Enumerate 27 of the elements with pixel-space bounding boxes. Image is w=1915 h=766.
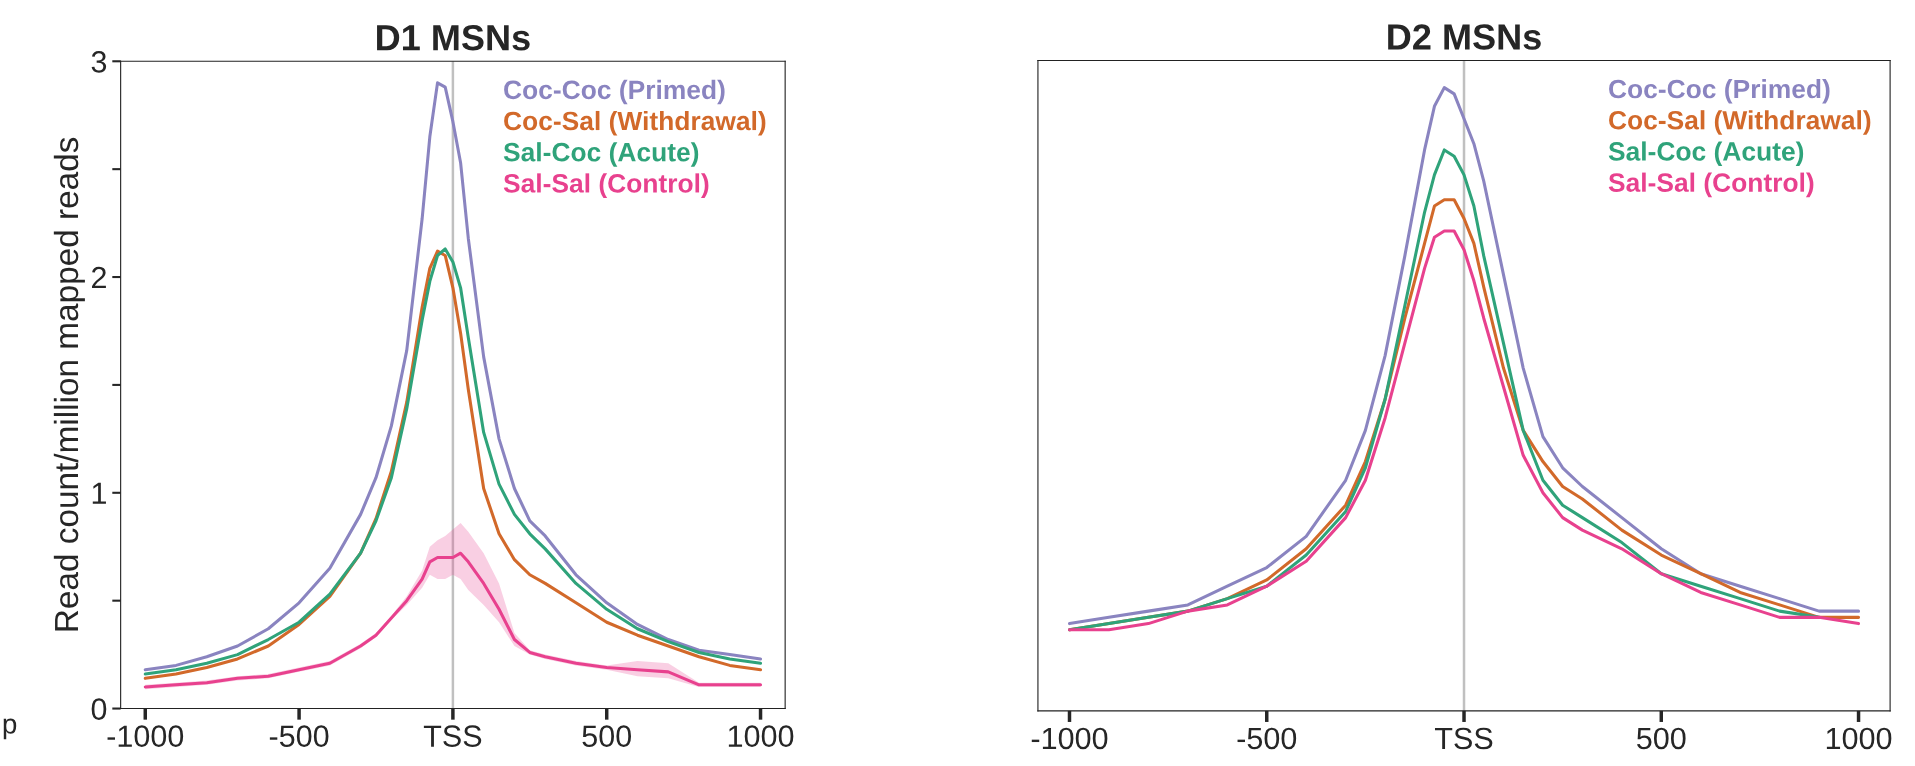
x-tick-label: 500 [1637, 727, 1686, 750]
x-tick-label: 500 [582, 725, 632, 747]
text: Sal-Coc (Acute) [503, 142, 699, 167]
text: p [3, 718, 17, 740]
text: Sal-Sal (Control) [1608, 172, 1814, 198]
text: Sal-Coc (Acute) [1608, 141, 1804, 166]
y-tick-label: 3 [91, 51, 107, 73]
y-tick-label: 2 [92, 266, 106, 289]
x-tick-label: -1000 [107, 725, 184, 747]
chart-title: D2 MSNs [1388, 24, 1541, 50]
y-tick-label: 1 [92, 482, 106, 504]
x-tick-label: -1000 [1031, 727, 1108, 750]
text: Coc-Sal (Withdrawal) [1609, 110, 1871, 135]
chart-title: D1 MSNs [377, 24, 530, 51]
y-tick-label: 0 [91, 698, 107, 720]
text: Coc-Coc (Primed) [504, 79, 725, 105]
text: Sal-Sal (Control) [503, 173, 709, 198]
x-tick-label: -500 [1237, 727, 1297, 750]
text: Coc-Coc (Primed) [1609, 78, 1830, 104]
text: Coc-Sal (Withdrawal) [504, 110, 766, 136]
x-tick-label: TSS [1434, 727, 1493, 750]
x-tick-label: -500 [269, 725, 329, 747]
line-series [143, 551, 763, 689]
x-tick-label: TSS [423, 725, 482, 747]
y-axis-title: Read count/million mapped reads [53, 137, 85, 631]
x-tick-label: 1000 [728, 725, 794, 747]
x-tick-label: 1000 [1826, 727, 1892, 750]
